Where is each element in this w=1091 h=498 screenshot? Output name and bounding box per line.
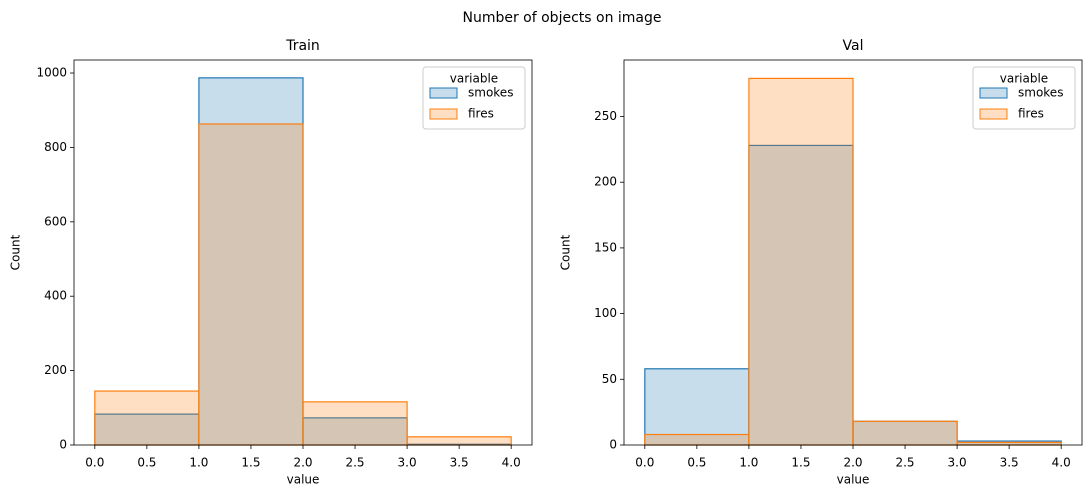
x-tick-label: 2.5 (895, 456, 914, 470)
x-tick-label: 3.5 (1000, 456, 1019, 470)
x-tick-label: 1.0 (739, 456, 758, 470)
x-tick-label: 2.5 (345, 456, 364, 470)
x-tick-label: 1.0 (189, 456, 208, 470)
x-tick-label: 2.0 (293, 456, 312, 470)
y-tick-label: 800 (44, 140, 67, 154)
histogram-bar (198, 77, 304, 446)
x-tick-label: 3.0 (948, 456, 967, 470)
axes-title: Train (285, 38, 320, 54)
legend-box (972, 66, 1076, 130)
histogram-bar (644, 368, 750, 446)
x-axis-label: value (837, 473, 870, 487)
y-tick-label: 400 (44, 289, 67, 303)
axes-title: Val (843, 38, 864, 54)
histogram-bar (852, 420, 958, 446)
legend-label: fires (1018, 107, 1044, 121)
x-tick-label: 0.0 (85, 456, 104, 470)
y-tick-label: 100 (594, 306, 617, 320)
figure-title: Number of objects on image (462, 10, 661, 26)
histogram-bar (94, 390, 200, 446)
histogram-bar (406, 436, 512, 446)
histogram-bar (644, 433, 750, 446)
histogram-bar (748, 144, 854, 446)
x-tick-label: 3.0 (398, 456, 417, 470)
legend-swatch (429, 108, 458, 120)
histogram-bar (198, 123, 304, 446)
legend-label: fires (468, 107, 494, 121)
x-tick-label: 2.0 (843, 456, 862, 470)
legend-swatch (979, 108, 1008, 120)
x-tick-label: 0.5 (687, 456, 706, 470)
histogram-bar (748, 77, 854, 446)
x-tick-label: 1.5 (241, 456, 260, 470)
x-tick-label: 0.5 (137, 456, 156, 470)
legend-box (422, 66, 526, 130)
legend-title: variable (1000, 72, 1048, 86)
legend-title: variable (450, 72, 498, 86)
legend-swatch (429, 87, 458, 99)
y-tick-label: 600 (44, 214, 67, 228)
y-tick-label: 0 (609, 438, 617, 452)
x-tick-label: 4.0 (1052, 456, 1071, 470)
y-tick-label: 50 (602, 372, 617, 386)
x-tick-label: 3.5 (450, 456, 469, 470)
x-tick-label: 0.0 (635, 456, 654, 470)
legend-label: smokes (468, 86, 513, 100)
histogram-bar (302, 401, 408, 446)
x-tick-label: 1.5 (791, 456, 810, 470)
y-axis-label: Count (559, 234, 573, 270)
y-tick-label: 1000 (36, 66, 67, 80)
legend-label: smokes (1018, 86, 1063, 100)
y-tick-label: 200 (44, 363, 67, 377)
y-axis-label: Count (9, 234, 23, 270)
y-tick-label: 0 (59, 438, 67, 452)
y-tick-label: 150 (594, 240, 617, 254)
x-axis-label: value (287, 473, 320, 487)
y-tick-label: 250 (594, 109, 617, 123)
y-tick-label: 200 (594, 175, 617, 189)
legend-swatch (979, 87, 1008, 99)
x-tick-label: 4.0 (502, 456, 521, 470)
